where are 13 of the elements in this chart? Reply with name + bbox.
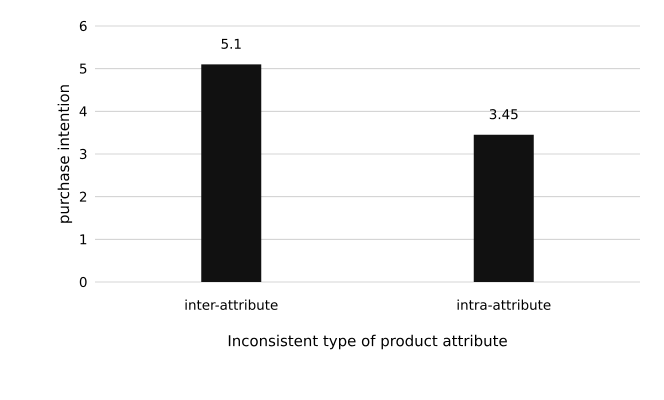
y-tick-label: 0 [80, 276, 87, 288]
y-axis-title: purchase intention [58, 85, 72, 223]
x-tick-label: inter-attribute [186, 300, 278, 310]
y-tick-label: 6 [80, 20, 87, 32]
x-tick-label: intra-attribute [458, 300, 550, 310]
data-label: 5.1 [222, 38, 241, 49]
data-label: 3.45 [490, 109, 518, 120]
y-tick-label: 4 [80, 106, 87, 116]
y-tick-label: 5 [80, 64, 86, 74]
x-axis-title: Inconsistent type of product attribute [228, 334, 507, 350]
y-tick-label: 1 [80, 234, 86, 244]
y-tick-label: 2 [80, 192, 86, 202]
y-tick-label: 3 [80, 148, 86, 160]
